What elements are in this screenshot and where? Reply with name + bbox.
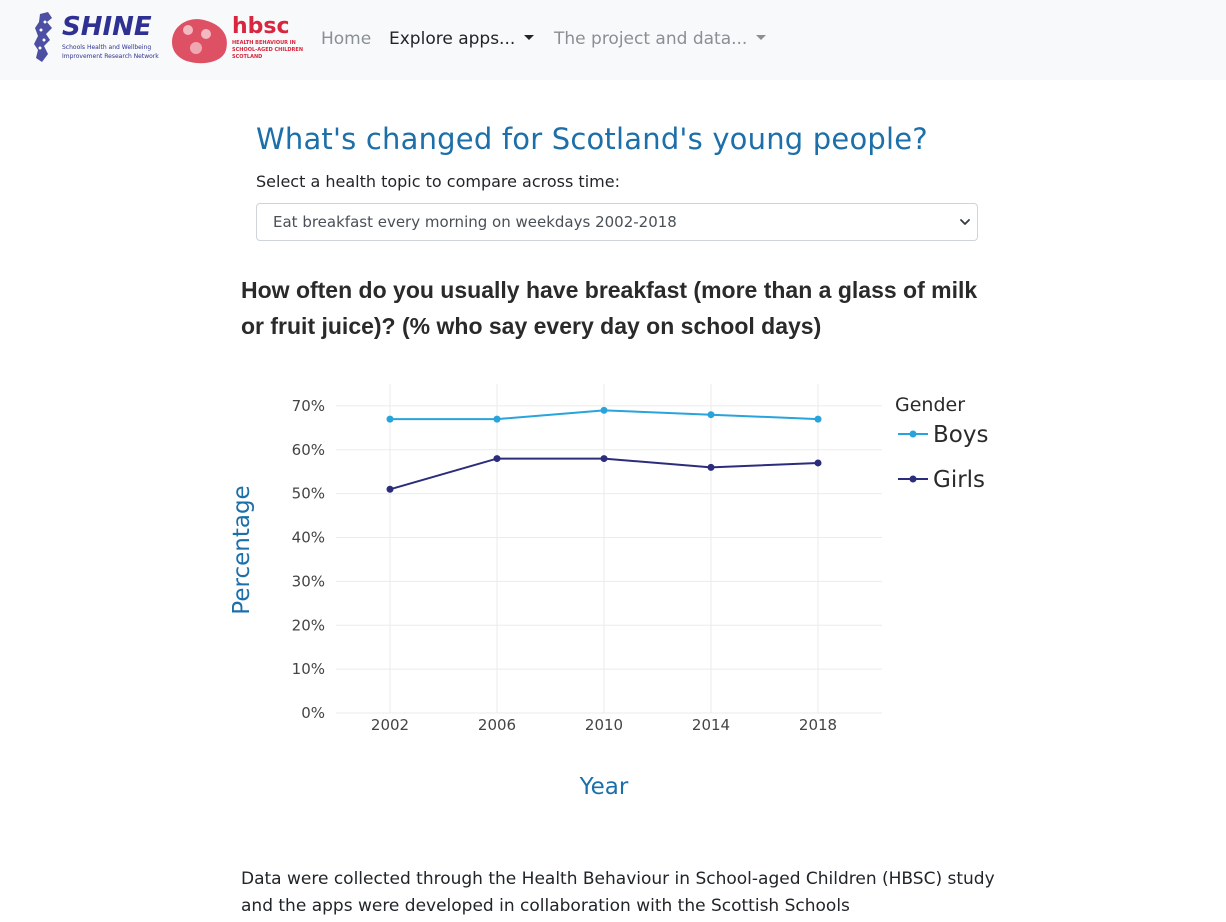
- hbsc-logo-subtitle-2: SCHOOL-AGED CHILDREN: [232, 47, 303, 53]
- shine-logo[interactable]: SHINE Schools Health and Wellbeing Impro…: [32, 10, 159, 68]
- shine-logo-name: SHINE: [62, 12, 152, 42]
- y-tick-label: 0%: [301, 704, 325, 722]
- y-tick-label: 40%: [292, 529, 325, 547]
- caret-down-icon: [756, 35, 767, 40]
- data-point-girls: [814, 459, 822, 467]
- x-tick-label: 2014: [692, 716, 730, 734]
- nav-explore-label: Explore apps...: [389, 29, 516, 49]
- x-tick-label: 2002: [371, 716, 409, 734]
- data-point-boys: [707, 411, 715, 419]
- data-point-boys: [600, 406, 608, 414]
- y-tick-label: 50%: [292, 485, 325, 503]
- hbsc-logo-subtitle-1: HEALTH BEHAVIOUR IN: [232, 40, 296, 46]
- caret-down-icon: [524, 35, 535, 40]
- shine-logo-subtitle-2: Improvement Research Network: [62, 53, 159, 60]
- data-point-boys: [386, 415, 394, 423]
- y-tick-label: 70%: [292, 397, 325, 415]
- legend-item-girls: Girls: [933, 467, 985, 493]
- data-point-girls: [707, 463, 715, 471]
- y-tick-label: 60%: [292, 441, 325, 459]
- x-tick-label: 2010: [585, 716, 623, 734]
- y-tick-label: 20%: [292, 616, 325, 634]
- legend-swatch-marker: [909, 475, 917, 483]
- topic-select[interactable]: Eat breakfast every morning on weekdays …: [256, 203, 978, 241]
- scotland-map-icon: [34, 12, 52, 62]
- data-point-boys: [814, 415, 822, 423]
- topic-select-label: Select a health topic to compare across …: [256, 172, 620, 191]
- data-point-boys: [493, 415, 501, 423]
- footer-text: Data were collected through the Health B…: [241, 869, 995, 916]
- nav-project-dropdown[interactable]: The project and data...: [554, 28, 767, 50]
- x-tick-label: 2018: [799, 716, 837, 734]
- page-title: What's changed for Scotland's young peop…: [256, 122, 928, 156]
- topic-select-value: Eat breakfast every morning on weekdays …: [273, 213, 677, 231]
- line-chart: 0% 10% 20% 30% 40% 50% 60% 70% 2002 2006 2010 2014 2…: [229, 384, 988, 800]
- chevron-down-icon: [960, 219, 970, 225]
- x-axis-title: Year: [579, 774, 629, 800]
- y-tick-label: 10%: [292, 660, 325, 678]
- legend-item-boys: Boys: [933, 422, 988, 448]
- nav-home-link[interactable]: Home: [321, 28, 371, 50]
- nav-project-label: The project and data...: [554, 29, 748, 49]
- legend-title: Gender: [895, 394, 965, 416]
- hbsc-logo-name: hbsc: [232, 14, 290, 39]
- data-point-girls: [386, 485, 394, 493]
- y-tick-label: 30%: [292, 572, 325, 590]
- shine-logo-subtitle-1: Schools Health and Wellbeing: [62, 44, 152, 51]
- nav-explore-dropdown[interactable]: Explore apps...: [389, 28, 535, 50]
- data-point-girls: [493, 455, 501, 463]
- legend-swatch-marker: [909, 430, 917, 438]
- navbar: SHINE Schools Health and Wellbeing Impro…: [0, 0, 1226, 80]
- data-point-girls: [600, 455, 608, 463]
- nav-home-label: Home: [321, 29, 372, 49]
- x-tick-label: 2006: [478, 716, 516, 734]
- hbsc-logo-subtitle-3: SCOTLAND: [232, 54, 263, 60]
- y-axis-title: Percentage: [229, 485, 255, 614]
- hbsc-logo[interactable]: hbsc HEALTH BEHAVIOUR IN SCHOOL-AGED CHI…: [168, 12, 303, 66]
- hbsc-figures-icon: [172, 19, 227, 64]
- chart-title: How often do you usually have breakfast …: [241, 277, 978, 339]
